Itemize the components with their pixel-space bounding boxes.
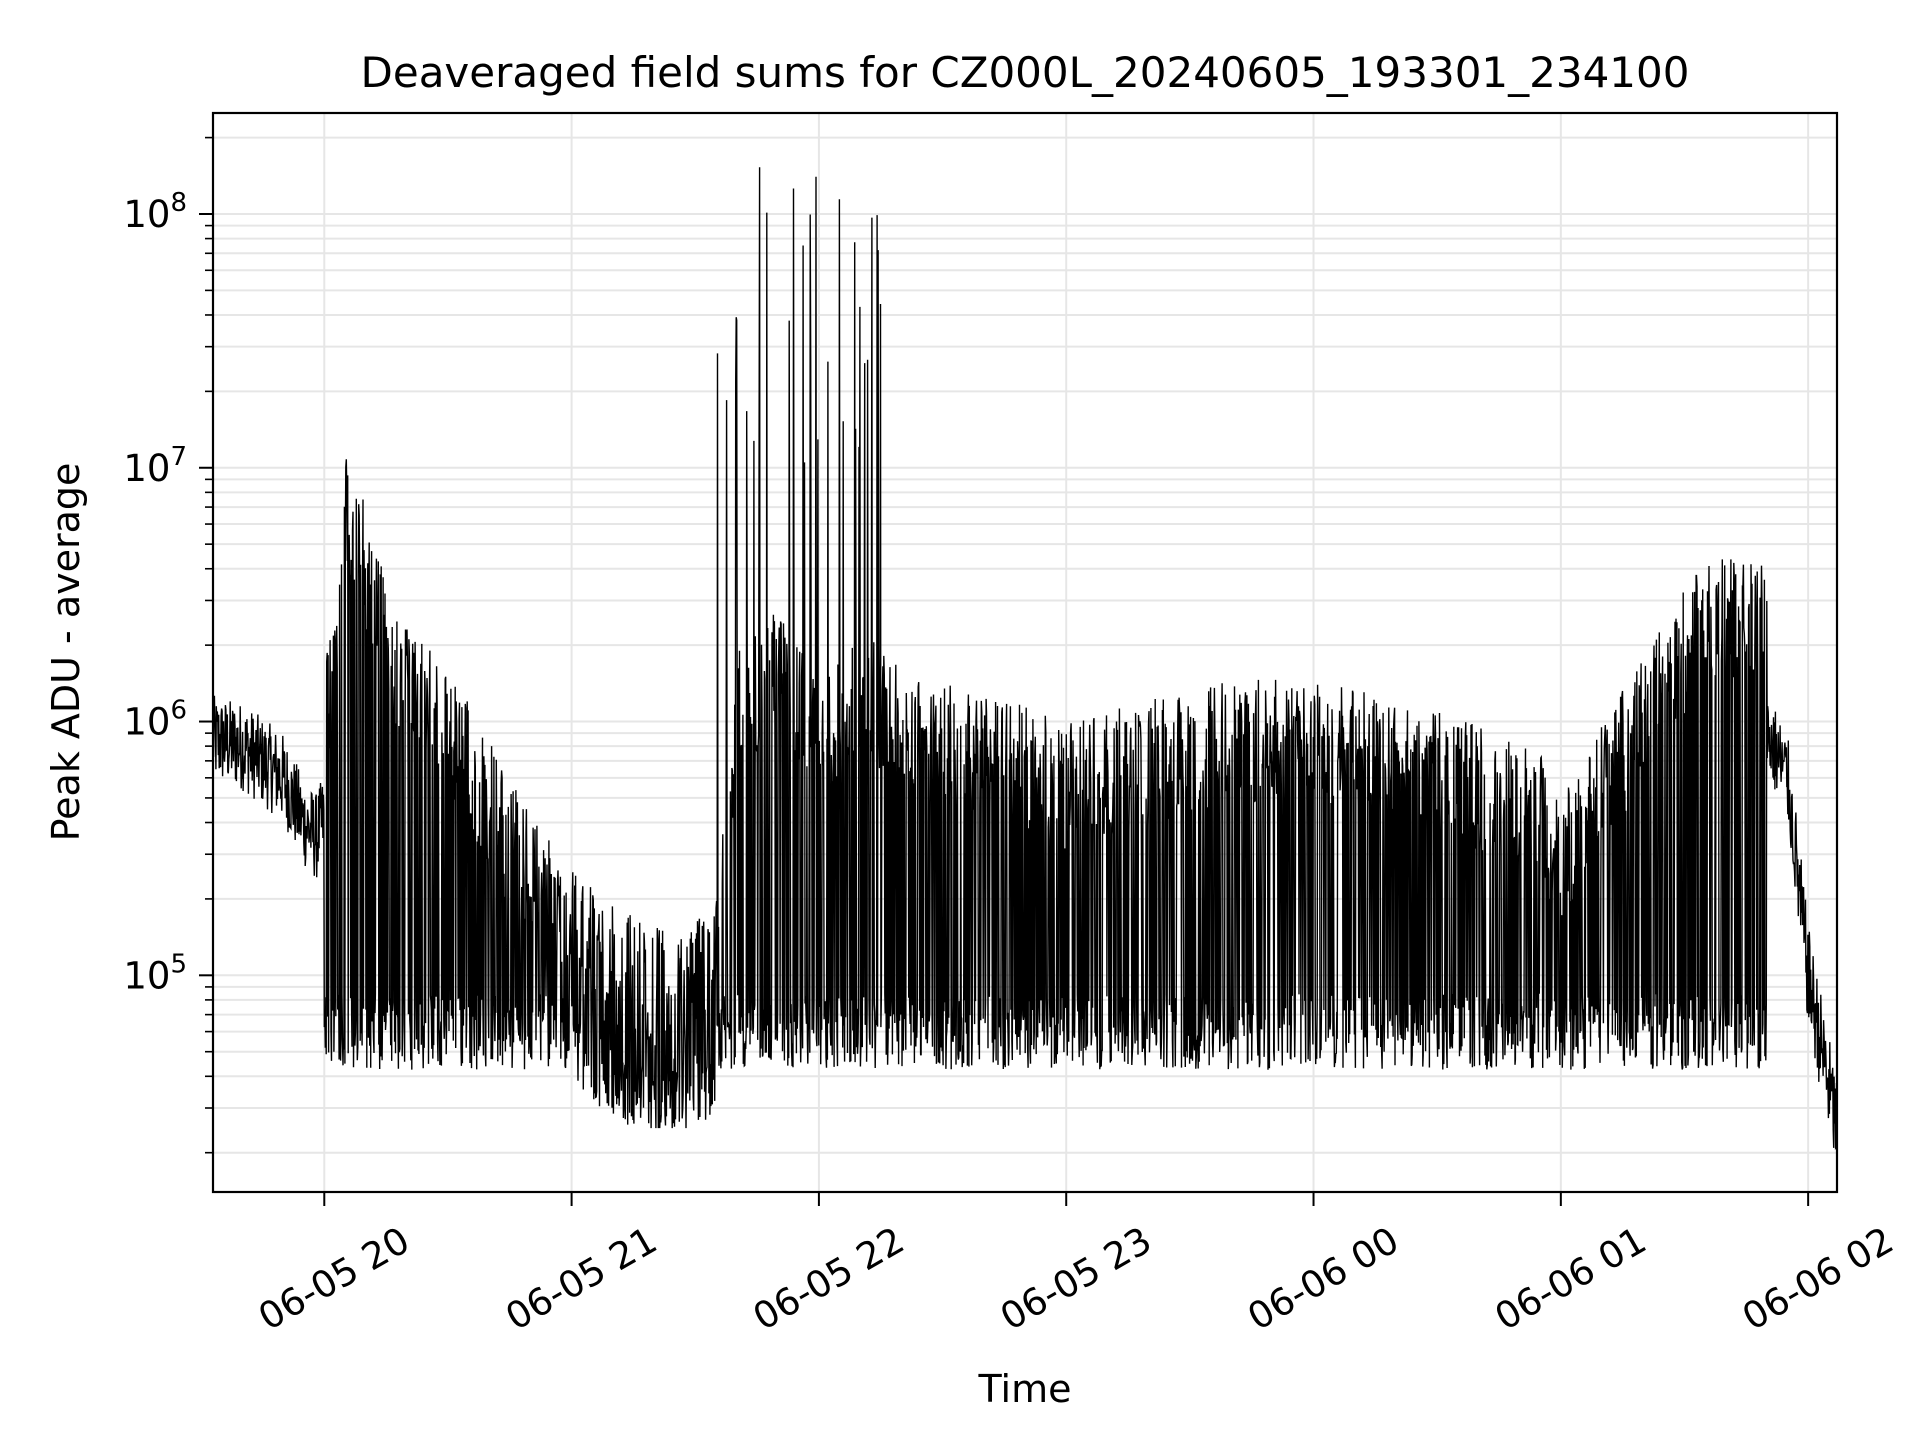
chart-title: Deaveraged field sums for CZ000L_2024060… <box>361 48 1690 97</box>
x-axis-label: Time <box>978 1367 1072 1411</box>
y-axis-label: Peak ADU - average <box>44 463 88 842</box>
